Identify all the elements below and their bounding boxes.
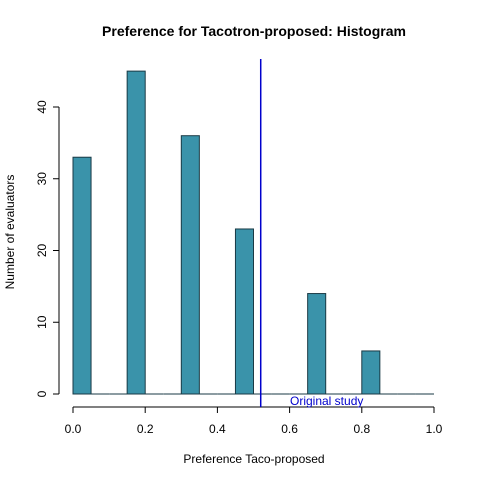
x-tick-label: 0.4 bbox=[209, 422, 226, 436]
y-tick-label: 30 bbox=[35, 172, 49, 186]
y-tick-label: 0 bbox=[35, 390, 49, 397]
histogram-bar bbox=[361, 350, 381, 395]
bars-group bbox=[72, 70, 434, 395]
x-tick-label: 0.2 bbox=[137, 422, 154, 436]
histogram-bar bbox=[307, 293, 327, 395]
reference-line-group: Original study bbox=[259, 59, 363, 408]
reference-line-label: Original study bbox=[290, 394, 363, 408]
histogram-bar bbox=[180, 135, 200, 395]
x-axis-label: Preference Taco-proposed bbox=[183, 452, 324, 466]
histogram-bar bbox=[126, 70, 146, 395]
y-axis-label: Number of evaluators bbox=[3, 175, 17, 290]
y-tick-label: 40 bbox=[35, 100, 49, 114]
y-axis: 0 10 20 30 40 bbox=[35, 100, 60, 397]
x-tick-label: 0.6 bbox=[281, 422, 298, 436]
histogram-bar bbox=[72, 156, 92, 395]
y-tick-label: 10 bbox=[35, 315, 49, 329]
x-tick-label: 0.0 bbox=[65, 422, 82, 436]
histogram-bar bbox=[234, 228, 254, 395]
chart-title: Preference for Tacotron-proposed: Histog… bbox=[102, 23, 406, 39]
x-tick-label: 0.8 bbox=[353, 422, 370, 436]
x-tick-label: 1.0 bbox=[426, 422, 443, 436]
x-axis: 0.0 0.2 0.4 0.6 0.8 1.0 bbox=[65, 406, 443, 436]
y-tick-label: 20 bbox=[35, 244, 49, 258]
